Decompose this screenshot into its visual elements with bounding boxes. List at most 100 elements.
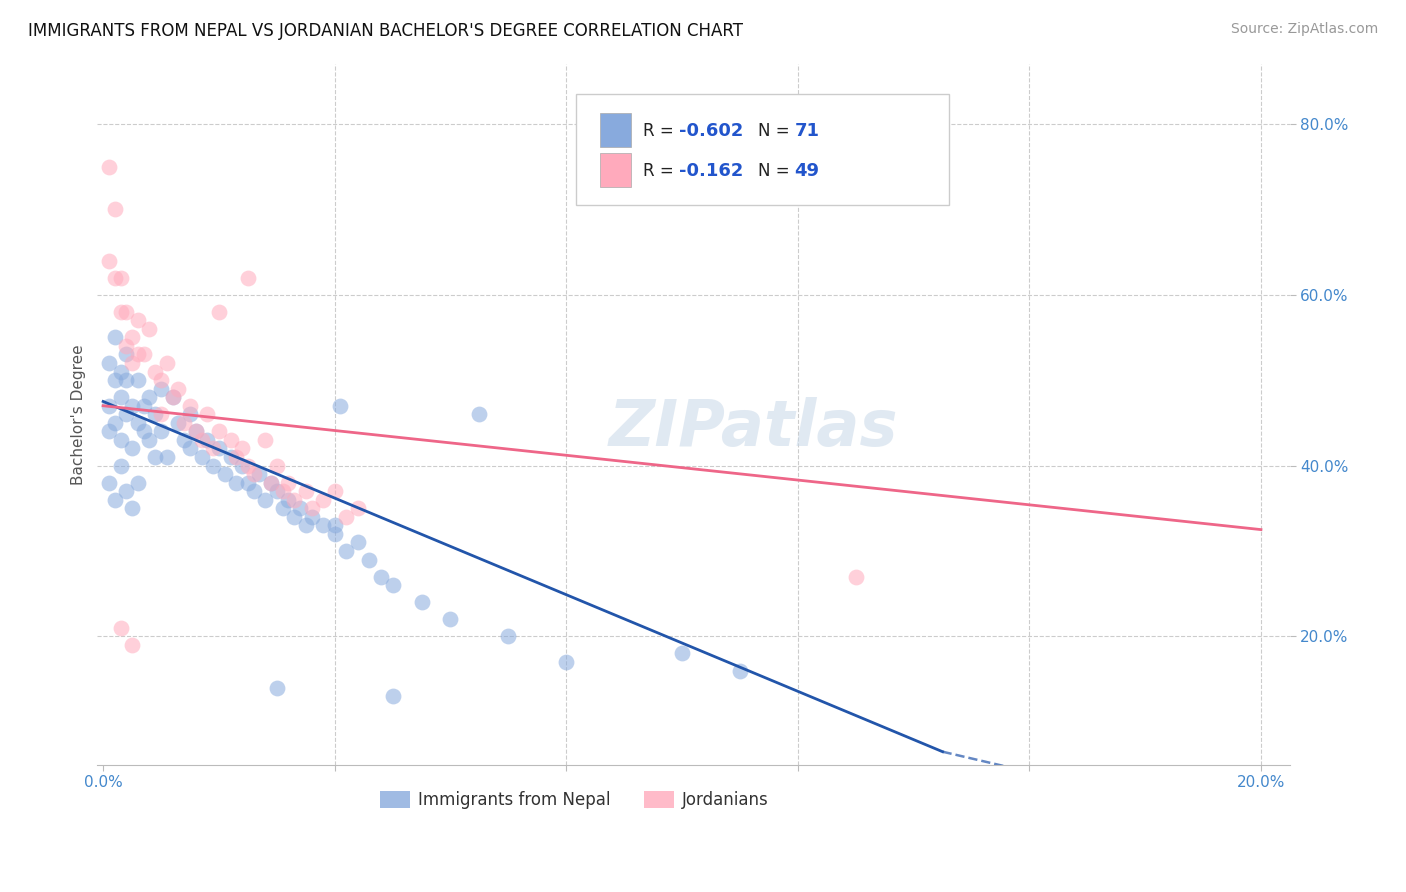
Point: [294, 518, 316, 533]
Point: [132, 399, 155, 413]
Point: [115, 373, 138, 387]
Point: [195, 433, 218, 447]
Point: [260, 475, 283, 490]
Text: ZIPatlas: ZIPatlas: [609, 397, 898, 459]
Point: [225, 475, 247, 490]
Point: [143, 407, 166, 421]
Point: [323, 518, 346, 533]
Point: [97, 253, 120, 268]
Point: [214, 467, 236, 481]
Point: [110, 365, 132, 379]
Point: [294, 484, 316, 499]
Point: [110, 433, 132, 447]
Point: [439, 612, 461, 626]
Point: [323, 484, 346, 499]
Point: [190, 450, 212, 464]
Point: [97, 160, 120, 174]
Point: [208, 442, 231, 456]
Point: [104, 373, 127, 387]
Point: [283, 492, 305, 507]
Point: [97, 399, 120, 413]
Point: [370, 569, 392, 583]
Point: [121, 356, 143, 370]
Point: [242, 484, 264, 499]
Point: [121, 399, 143, 413]
Point: [127, 416, 149, 430]
Point: [173, 416, 195, 430]
Point: [127, 347, 149, 361]
Point: [150, 407, 173, 421]
Point: [127, 475, 149, 490]
Point: [202, 458, 225, 473]
Point: [179, 442, 201, 456]
Point: [347, 535, 370, 549]
Text: -0.162: -0.162: [679, 162, 744, 180]
Point: [335, 509, 357, 524]
Point: [312, 492, 335, 507]
Point: [242, 467, 264, 481]
Point: [143, 365, 166, 379]
Point: [110, 305, 132, 319]
Point: [254, 492, 277, 507]
Point: [179, 407, 201, 421]
Point: [845, 569, 868, 583]
Point: [184, 425, 207, 439]
Point: [202, 442, 225, 456]
Point: [381, 689, 404, 703]
Text: 71: 71: [794, 122, 820, 140]
Point: [115, 339, 138, 353]
Point: [335, 544, 357, 558]
Point: [110, 390, 132, 404]
Point: [104, 270, 127, 285]
Point: [115, 305, 138, 319]
Point: [127, 313, 149, 327]
Point: [411, 595, 433, 609]
Point: [323, 527, 346, 541]
Point: [555, 655, 578, 669]
Point: [138, 390, 160, 404]
Point: [121, 638, 143, 652]
Point: [179, 399, 201, 413]
Point: [301, 509, 323, 524]
Point: [271, 484, 294, 499]
Point: [115, 484, 138, 499]
Point: [173, 433, 195, 447]
Point: [162, 390, 184, 404]
Point: [671, 647, 693, 661]
Point: [110, 270, 132, 285]
Point: [249, 467, 271, 481]
Point: [121, 501, 143, 516]
Point: [97, 475, 120, 490]
Point: [115, 347, 138, 361]
Point: [121, 442, 143, 456]
Y-axis label: Bachelor's Degree: Bachelor's Degree: [72, 344, 86, 484]
Legend: Immigrants from Nepal, Jordanians: Immigrants from Nepal, Jordanians: [373, 784, 776, 815]
Point: [266, 484, 288, 499]
Point: [132, 425, 155, 439]
Point: [236, 475, 259, 490]
Point: [288, 501, 311, 516]
Point: [329, 399, 352, 413]
Point: [260, 475, 283, 490]
Point: [97, 356, 120, 370]
Point: [236, 270, 259, 285]
Point: [167, 382, 190, 396]
Point: [381, 578, 404, 592]
Point: [254, 433, 277, 447]
Point: [115, 407, 138, 421]
Point: [104, 416, 127, 430]
Point: [266, 458, 288, 473]
Point: [728, 664, 751, 678]
Point: [104, 202, 127, 217]
Text: R =: R =: [643, 122, 679, 140]
Text: -0.602: -0.602: [679, 122, 744, 140]
Text: N =: N =: [758, 122, 794, 140]
Point: [127, 373, 149, 387]
Point: [219, 450, 242, 464]
Text: 49: 49: [794, 162, 820, 180]
Point: [138, 322, 160, 336]
Point: [121, 330, 143, 344]
Point: [195, 407, 218, 421]
Point: [97, 425, 120, 439]
Point: [167, 416, 190, 430]
